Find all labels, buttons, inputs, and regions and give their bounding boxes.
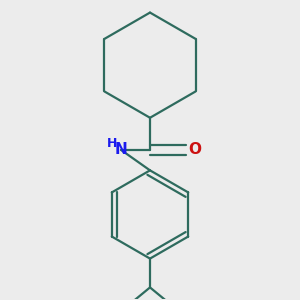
Text: H: H: [106, 137, 117, 150]
Text: N: N: [115, 142, 128, 158]
Text: O: O: [189, 142, 202, 158]
